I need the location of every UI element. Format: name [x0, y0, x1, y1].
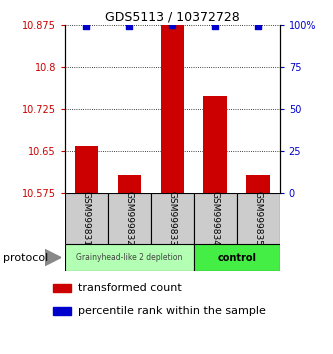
- Bar: [75, 147, 98, 193]
- Bar: [194, 244, 280, 271]
- Bar: [53, 307, 72, 315]
- Text: transformed count: transformed count: [78, 283, 182, 293]
- Bar: [65, 193, 108, 244]
- Text: GSM999835: GSM999835: [254, 191, 263, 246]
- Bar: [53, 284, 72, 292]
- Bar: [108, 193, 151, 244]
- Bar: [151, 193, 194, 244]
- Text: protocol: protocol: [3, 252, 49, 263]
- Polygon shape: [45, 250, 61, 266]
- Bar: [65, 244, 194, 271]
- Text: Grainyhead-like 2 depletion: Grainyhead-like 2 depletion: [76, 253, 182, 262]
- Bar: [203, 96, 227, 193]
- Point: [256, 24, 261, 29]
- Bar: [118, 175, 141, 193]
- Text: GSM999833: GSM999833: [168, 191, 177, 246]
- Text: percentile rank within the sample: percentile rank within the sample: [78, 306, 266, 316]
- Point: [127, 24, 132, 29]
- Point: [170, 22, 175, 28]
- Text: GSM999832: GSM999832: [125, 191, 134, 246]
- Text: GSM999831: GSM999831: [82, 191, 91, 246]
- Text: control: control: [217, 252, 256, 263]
- Point: [213, 24, 218, 29]
- Bar: [237, 193, 280, 244]
- Bar: [161, 25, 184, 193]
- Title: GDS5113 / 10372728: GDS5113 / 10372728: [105, 11, 240, 24]
- Point: [84, 24, 89, 29]
- Bar: [246, 175, 270, 193]
- Text: GSM999834: GSM999834: [211, 191, 220, 246]
- Bar: [194, 193, 237, 244]
